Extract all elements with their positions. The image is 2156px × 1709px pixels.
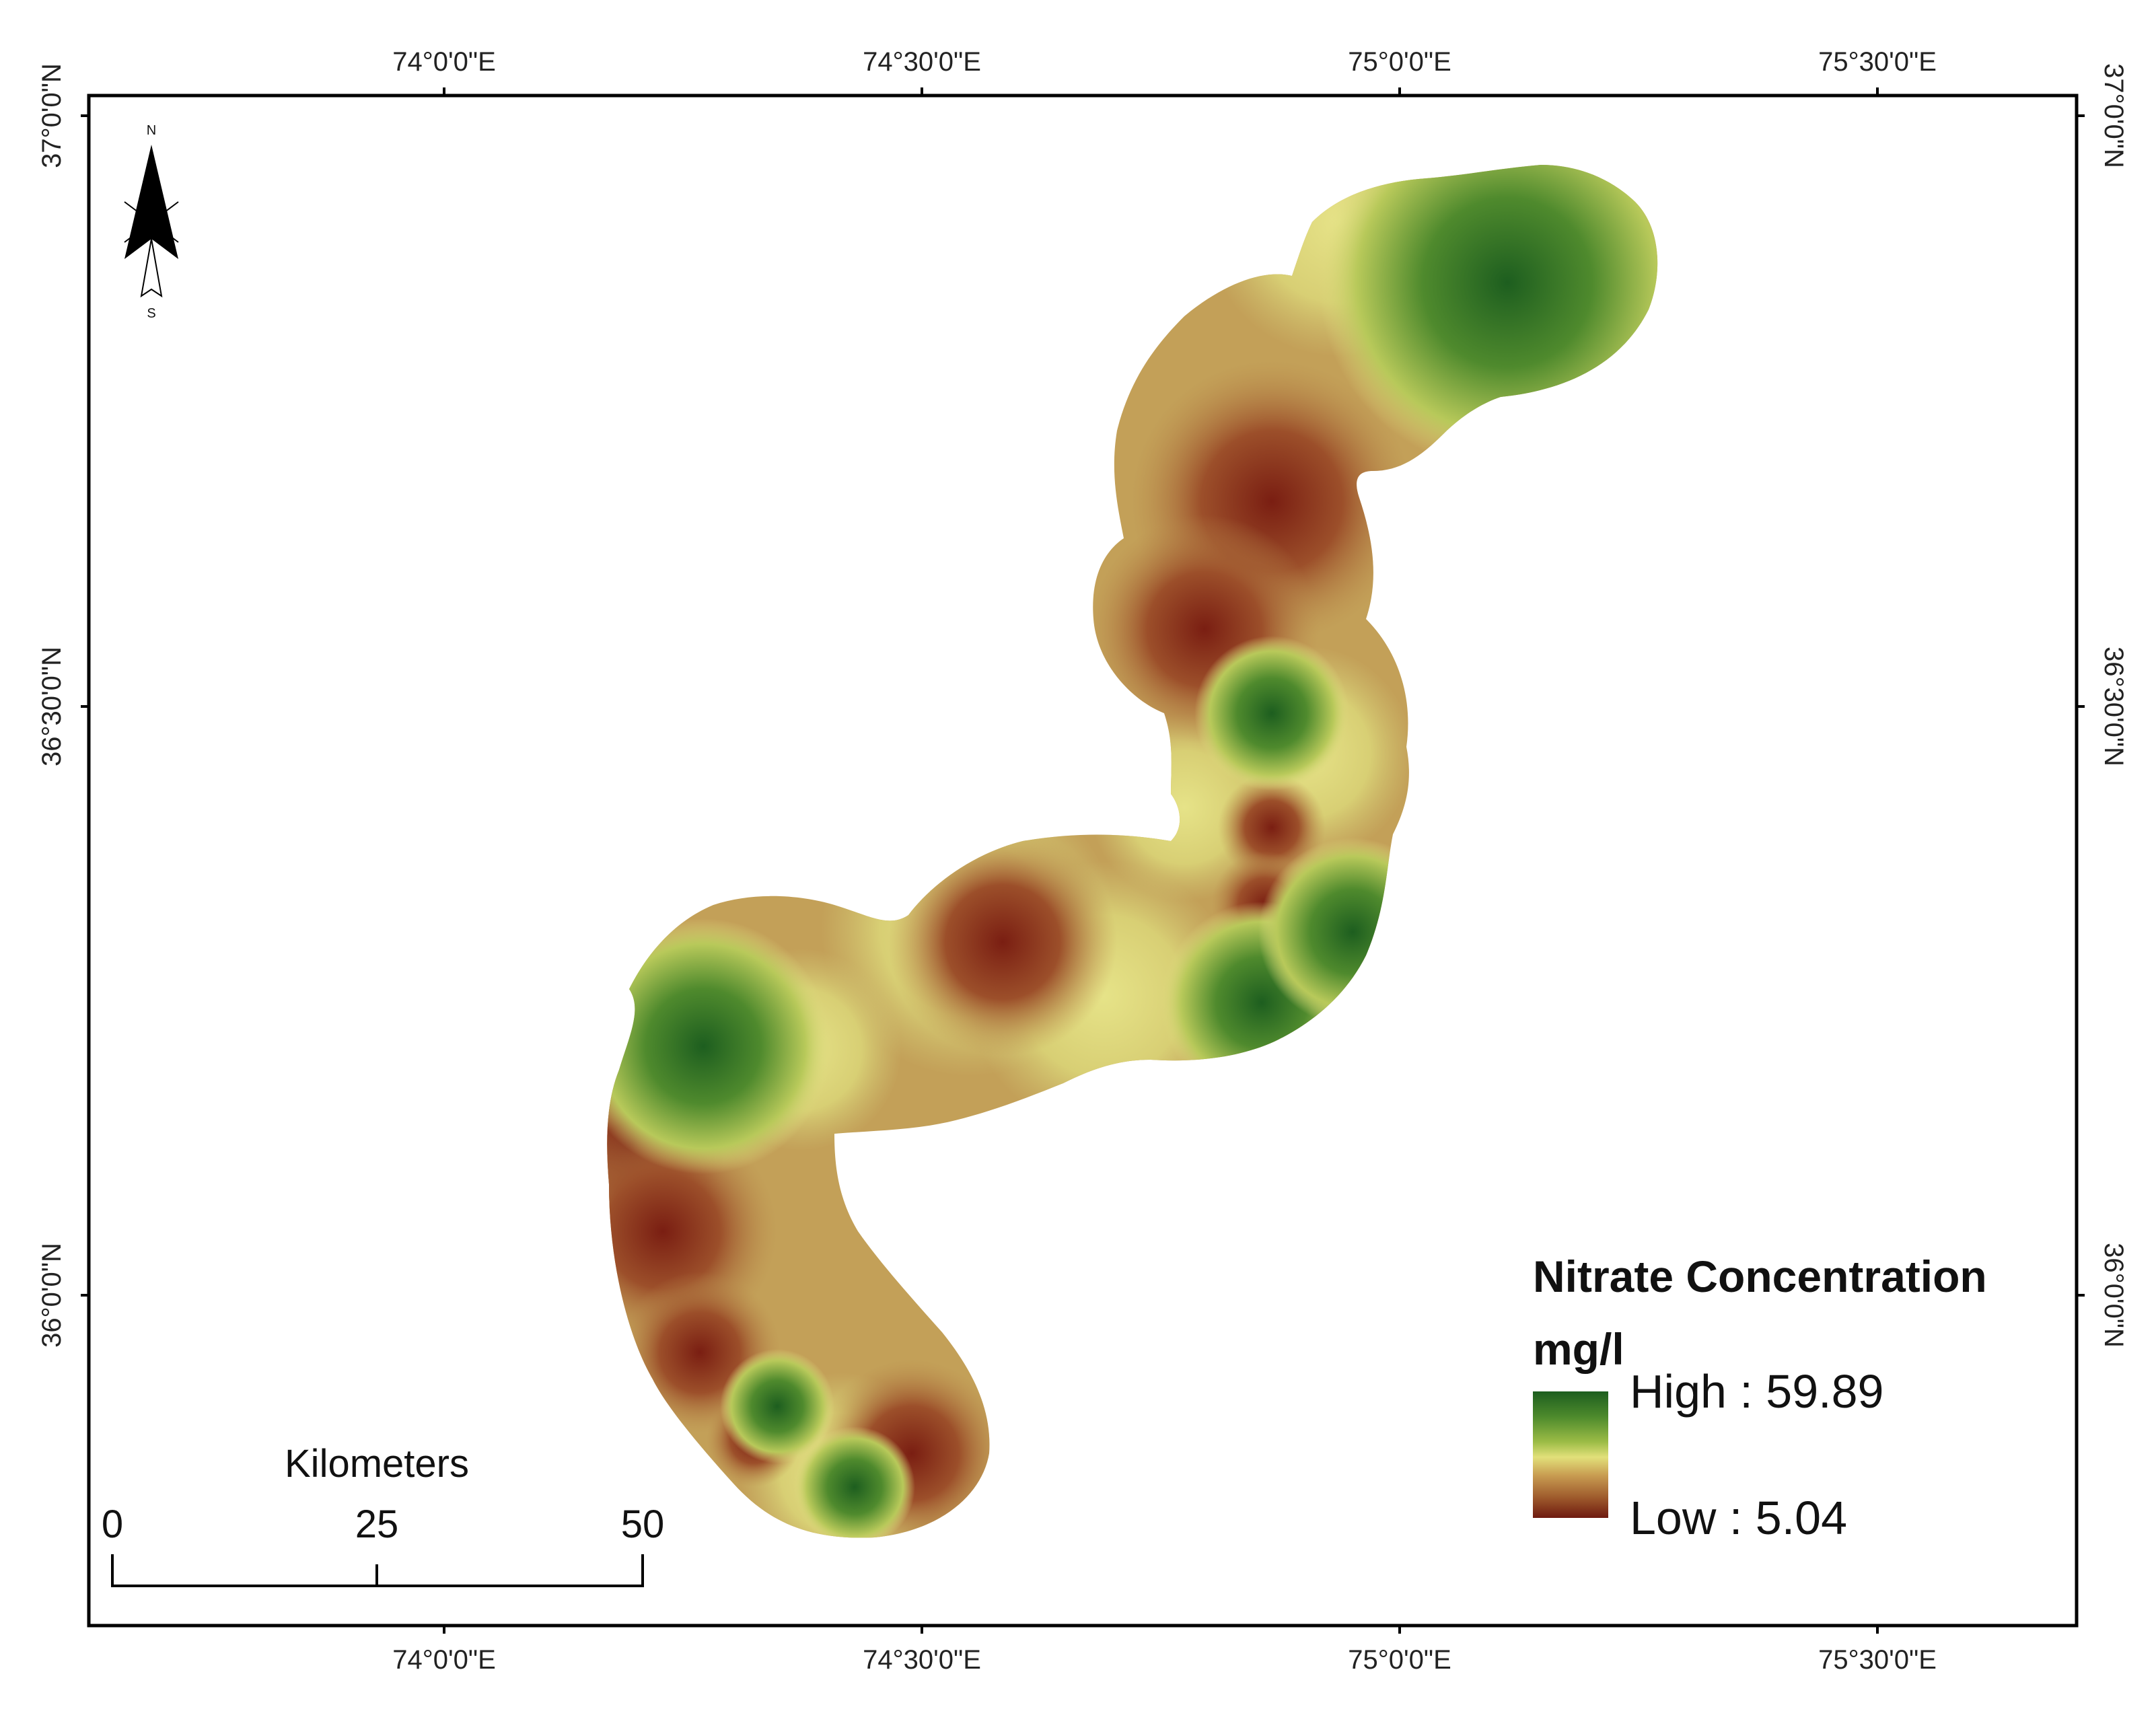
lat-label-left-36-30: 36°30'0"N: [37, 647, 67, 766]
high-nitrate-hotspot-18: [607, 918, 831, 1174]
lat-label-right-37: 37°0'0"N: [2099, 63, 2128, 168]
high-nitrate-hotspot-19: [1194, 636, 1349, 791]
legend-color-ramp: [1533, 1391, 1608, 1518]
legend-unit: mg/l: [1533, 1324, 1624, 1374]
scale-bar-label-50: 50: [621, 1502, 665, 1546]
lon-label-top-75-30: 75°30'0"E: [1818, 47, 1937, 77]
scale-bar-label-0: 0: [102, 1502, 123, 1546]
legend-low-label: Low : 5.04: [1630, 1492, 1847, 1544]
north-arrow: N S: [124, 123, 179, 321]
map-frame: [87, 94, 2079, 1628]
lon-label-top-74-30: 74°30'0"E: [863, 47, 981, 77]
lat-label-left-37: 37°0'0"N: [37, 63, 67, 168]
lat-label-right-36: 36°0'0"N: [2099, 1243, 2128, 1348]
lon-label-top-74-0: 74°0'0"E: [392, 47, 496, 77]
lon-label-bottom-75-30: 75°30'0"E: [1818, 1645, 1937, 1675]
north-arrow-s-label: S: [147, 306, 155, 321]
low-nitrate-hotspot-15: [1218, 774, 1326, 881]
north-arrow-n-label: N: [147, 123, 156, 138]
nitrate-surface: [607, 165, 1658, 1538]
legend-high-label: High : 59.89: [1630, 1365, 1883, 1418]
high-nitrate-hotspot-21: [1258, 838, 1447, 1026]
low-nitrate-hotspot-9: [888, 828, 1117, 1056]
lon-label-top-75-0: 75°0'0"E: [1348, 47, 1451, 77]
scale-bar-unit: Kilometers: [285, 1442, 469, 1486]
scale-bar-label-25: 25: [355, 1502, 399, 1546]
scale-bar: Kilometers 0 25 50: [102, 1442, 664, 1587]
lat-label-left-36: 36°0'0"N: [37, 1243, 67, 1348]
high-nitrate-hotspot-23: [794, 1426, 915, 1538]
lon-label-bottom-74-0: 74°0'0"E: [392, 1645, 496, 1675]
high-nitrate-hotspot-22: [720, 1349, 834, 1463]
legend-title: Nitrate Concentration: [1533, 1251, 1987, 1301]
north-arrow-icon: [124, 145, 178, 259]
lat-label-right-36-30: 36°30'0"N: [2099, 647, 2128, 766]
graticule: 74°0'0"E 74°30'0"E 75°0'0"E 75°30'0"E 74…: [37, 47, 2128, 1675]
lon-label-bottom-75-0: 75°0'0"E: [1348, 1645, 1451, 1675]
lon-label-bottom-74-30: 74°30'0"E: [863, 1645, 981, 1675]
high-nitrate-hotspot-17: [1319, 165, 1658, 471]
legend: Nitrate Concentration mg/l High : 59.89 …: [1533, 1251, 1987, 1544]
